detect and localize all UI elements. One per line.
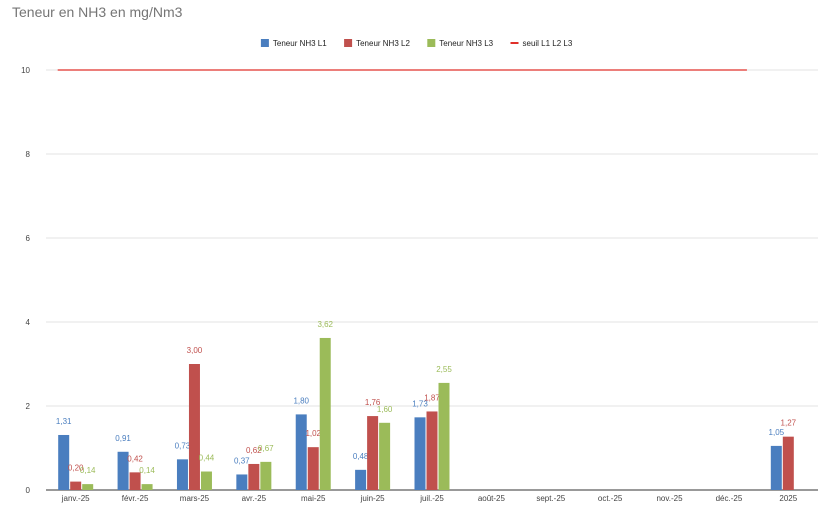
data-label: 1,80 (293, 396, 309, 405)
bar (117, 451, 129, 490)
bar (782, 436, 794, 490)
bar (248, 463, 260, 490)
x-tick-label: mars-25 (180, 494, 210, 503)
bar (260, 461, 272, 490)
bar (70, 481, 82, 490)
y-tick-label: 10 (21, 66, 30, 75)
x-tick-label: nov.-25 (656, 494, 683, 503)
data-label: 1,60 (377, 405, 393, 414)
legend-label: Teneur NH3 L2 (356, 39, 410, 48)
y-tick-label: 4 (26, 318, 31, 327)
bar (319, 337, 331, 490)
bar (426, 411, 438, 490)
bar (176, 459, 188, 490)
data-label: 3,00 (187, 346, 203, 355)
data-label: 1,73 (412, 399, 428, 408)
x-tick-label: juil.-25 (419, 494, 444, 503)
bar (200, 471, 212, 490)
y-tick-label: 6 (26, 234, 31, 243)
bar (236, 474, 248, 490)
x-tick-label: mai-25 (301, 494, 326, 503)
data-label: 0,73 (175, 441, 191, 450)
data-label: 1,87 (424, 393, 440, 402)
data-label: 0,20 (68, 464, 84, 473)
data-label: 1,27 (781, 419, 797, 428)
data-label: 0,67 (258, 444, 274, 453)
x-tick-label: déc.-25 (716, 494, 743, 503)
y-tick-label: 0 (26, 486, 31, 495)
legend-label: seuil L1 L2 L3 (523, 39, 573, 48)
data-label: 0,37 (234, 456, 250, 465)
data-label: 0,91 (115, 434, 131, 443)
x-tick-label: févr.-25 (122, 494, 149, 503)
data-label: 3,62 (317, 320, 333, 329)
chart-title: Teneur en NH3 en mg/Nm3 (12, 4, 183, 20)
data-label: 1,05 (769, 428, 785, 437)
y-tick-label: 8 (26, 150, 31, 159)
data-label: 0,62 (246, 446, 262, 455)
bar (770, 445, 782, 490)
data-label: 0,14 (139, 466, 155, 475)
x-tick-label: avr.-25 (242, 494, 267, 503)
bar (129, 472, 141, 490)
data-label: 1,02 (305, 429, 321, 438)
x-tick-label: 2025 (779, 494, 797, 503)
data-label: 0,14 (80, 466, 96, 475)
bar (355, 469, 367, 490)
bar (379, 422, 391, 490)
x-tick-label: janv.-25 (61, 494, 90, 503)
x-tick-label: juin-25 (360, 494, 386, 503)
data-label: 0,42 (127, 454, 143, 463)
data-label: 0,48 (353, 452, 369, 461)
bar (188, 364, 200, 490)
bar (307, 447, 319, 490)
legend-swatch (427, 39, 436, 47)
legend-label: Teneur NH3 L3 (439, 39, 493, 48)
bar (141, 484, 153, 490)
data-label: 0,44 (199, 454, 215, 463)
data-label: 1,31 (56, 417, 72, 426)
legend-swatch (260, 39, 269, 47)
bar (82, 484, 94, 490)
x-tick-label: oct.-25 (598, 494, 623, 503)
legend-label: Teneur NH3 L1 (273, 39, 327, 48)
x-tick-label: août-25 (478, 494, 506, 503)
bar (295, 414, 307, 490)
y-tick-label: 2 (26, 402, 31, 411)
legend-swatch (344, 39, 353, 47)
data-label: 2,55 (436, 365, 452, 374)
bar (367, 416, 379, 490)
bar (58, 434, 70, 490)
data-label: 1,76 (365, 398, 381, 407)
x-tick-label: sept.-25 (536, 494, 565, 503)
bar (414, 417, 426, 490)
bar (438, 382, 450, 490)
